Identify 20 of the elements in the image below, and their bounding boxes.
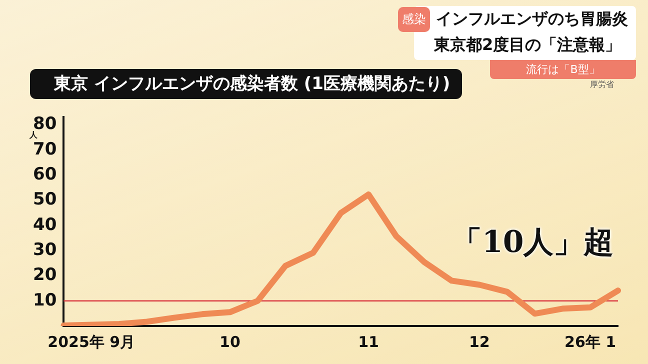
text: インフルエンザのち胃腸炎 [436, 9, 628, 30]
y-tick-label: 60 [32, 164, 57, 184]
y-tick-label: 70 [32, 139, 57, 160]
y-tick-label: 50 [32, 190, 57, 210]
text: 厚労省 [590, 79, 614, 90]
x-tick-label: 2025年 9月 [48, 332, 136, 351]
y-tick-label: 10 [32, 290, 57, 310]
x-tick-label: 12 [468, 332, 490, 351]
y-axis-title: 人 [28, 130, 39, 140]
y-tick-label: 40 [32, 214, 57, 235]
x-tick-label: 11 [358, 332, 379, 351]
text: 感染 [398, 7, 430, 32]
text: 東京都2度目の「注意報」 [434, 35, 622, 56]
x-tick-label: 26年 1 [564, 332, 616, 351]
x-tick-label: 10 [220, 332, 240, 351]
y-tick-label: 30 [32, 240, 57, 260]
annotation: 「10人」超 [452, 224, 614, 262]
text: 流行は「B型」 [490, 60, 636, 79]
y-tick-label: 20 [32, 265, 57, 286]
chart-title: 東京 インフルエンザの感染者数 (1医療機関あたり) [30, 69, 462, 99]
